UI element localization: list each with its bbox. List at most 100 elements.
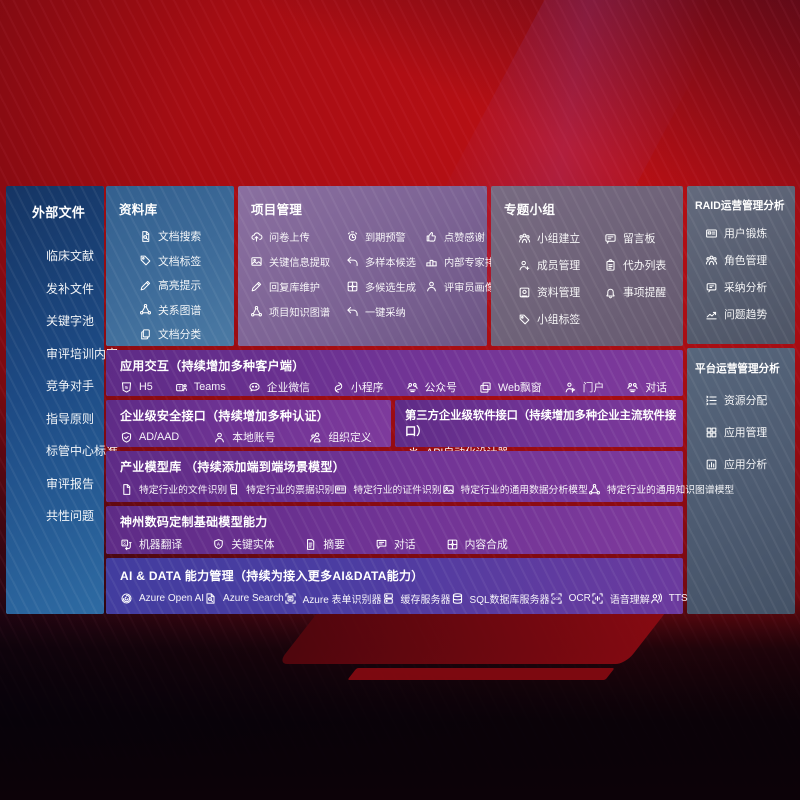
feature-item: 评审员画像 <box>425 279 505 294</box>
panel-topic-groups: 专题小组 小组建立 留言板 成员管理 <box>491 186 683 346</box>
feature-item: Azure Open AI <box>120 592 204 605</box>
feature-item: 摘要 <box>304 536 345 552</box>
digital-list: 文 机器翻译 A 关键实体 摘要 对话 <box>106 530 683 552</box>
ad-aad-shield-icon <box>121 431 132 443</box>
platform-list: 资源分配 应用管理 应用分析 <box>687 376 795 472</box>
material-manage-icon <box>519 287 530 297</box>
panel-title: 神州数码定制基础模型能力 <box>120 515 268 529</box>
feature-item: 采纳分析 <box>705 279 795 295</box>
feature-item: 应用分析 <box>705 456 795 472</box>
feature-item: 应用管理 <box>705 424 795 440</box>
panel-thirdparty-interface: 第三方企业级软件接口（持续增加多种企业主流软件接口） API自动化设计器 <box>395 400 683 459</box>
official-account-icon <box>406 382 418 392</box>
teams-icon: T <box>176 383 187 391</box>
panel-title: 外部文件 <box>32 205 86 220</box>
panel-repository: 资料库 文档搜索 文档标签 高亮提示 <box>106 186 234 346</box>
machine-translate-icon: 文 <box>121 539 132 550</box>
sql-database-icon <box>452 593 462 604</box>
feature-item: 特定行业的票据识别 <box>227 482 334 496</box>
app-analysis-icon <box>706 459 717 469</box>
list-item: 关键字池 <box>46 314 95 328</box>
feature-item: Azure 表单识别器 <box>284 591 382 606</box>
list-item: 指导原则 <box>46 411 95 426</box>
cache-server-icon <box>383 593 393 604</box>
reminder-bell-icon <box>606 288 615 298</box>
role-manage-icon <box>705 255 718 265</box>
panel-app-interaction: 应用交互（持续增加多种客户端） 5 H5 T Teams 企业微信 <box>106 350 683 396</box>
feature-item: 一键采纳 <box>346 304 425 319</box>
feature-item: 特定行业的文件识别 <box>120 482 227 496</box>
due-warning-icon <box>347 231 358 241</box>
svg-text:T: T <box>178 385 181 390</box>
feature-item: TTS <box>650 592 688 605</box>
speech-understand-icon <box>592 593 603 604</box>
group-list: 小组建立 留言板 成员管理 代办列表 <box>491 218 683 327</box>
feature-item: 问题趋势 <box>705 306 795 322</box>
summary-doc-icon <box>307 538 315 550</box>
feature-item: 小组建立 <box>518 230 604 246</box>
feature-item: 文档分类 <box>139 326 234 342</box>
dialog-icon <box>627 382 638 392</box>
local-account-icon <box>215 432 225 442</box>
org-define-icon <box>310 432 322 442</box>
feature-item: 公众号 <box>406 379 457 395</box>
group-tag-icon <box>519 314 530 324</box>
feature-item: 多样本候选 <box>346 254 425 269</box>
member-manage-icon <box>519 260 530 270</box>
feature-item: 企业微信 <box>248 379 310 395</box>
feature-item: T Teams <box>175 381 226 394</box>
multi-candidate-icon <box>347 281 358 292</box>
feature-item: 内容合成 <box>446 536 508 552</box>
feature-item: Azure Search <box>204 592 284 605</box>
knowledge-graph-icon <box>251 306 262 317</box>
wechat-work-icon <box>249 382 260 391</box>
feature-item: 文档搜索 <box>139 228 234 244</box>
feature-item: 关键信息提取 <box>250 254 346 269</box>
panel-ai-data-management: AI & DATA 能力管理（持续为接入更多AI&DATA能力） Azure O… <box>106 558 688 614</box>
todo-list-icon <box>606 258 615 271</box>
feature-item: 文 机器翻译 <box>120 536 182 552</box>
panel-raid-analysis: RAID运营管理分析 用户锻炼 角色管理 采纳分析 <box>687 186 795 344</box>
feature-item: 高亮提示 <box>139 277 234 293</box>
feature-item: AD/AAD <box>120 431 179 444</box>
message-board-icon <box>605 233 616 244</box>
feature-item: 门户 <box>564 379 604 395</box>
feature-item: 对话 <box>626 379 667 395</box>
receipt-recognize-icon <box>230 483 238 495</box>
svg-text:文: 文 <box>123 539 127 545</box>
dialog-chat-icon <box>376 539 387 549</box>
adoption-analysis-icon <box>706 282 717 292</box>
feature-item: 多候选生成 <box>346 279 425 294</box>
aidata-list: Azure Open AI Azure Search Azure 表单识别器 缓… <box>106 584 688 606</box>
project-list: 问卷上传 到期预警 点赞感谢 关键信息提取 <box>238 218 505 319</box>
feature-item: 小程序 <box>332 379 383 395</box>
background-red-bar <box>347 668 615 680</box>
azure-form-icon <box>285 593 296 604</box>
feature-item: A 关键实体 <box>212 536 274 552</box>
feature-item: 到期预警 <box>346 229 425 244</box>
feature-item: 事项提醒 <box>604 284 683 300</box>
panel-digital-base-models: 神州数码定制基础模型能力 文 机器翻译 A 关键实体 摘要 <box>106 506 683 554</box>
panel-title: 资料库 <box>119 203 158 217</box>
panel-title: 平台运营管理分析 <box>695 363 780 375</box>
feature-item: 语音理解 <box>591 591 650 606</box>
feature-item: 缓存服务器 <box>382 591 451 606</box>
interaction-list: 5 H5 T Teams 企业微信 小程序 <box>106 374 683 395</box>
panel-title: 应用交互（持续增加多种客户端） <box>120 359 305 373</box>
feature-item: 资源分配 <box>705 392 795 408</box>
feature-item: 文档标签 <box>139 253 234 269</box>
feature-item: Web飘窗 <box>479 379 542 395</box>
list-item: 发补文件 <box>46 281 95 296</box>
ocr-icon: OCR <box>550 593 562 604</box>
feature-item: SQL数据库服务器 <box>451 591 550 606</box>
list-item: 标管中心标准 <box>46 444 119 458</box>
file-recognize-icon <box>123 483 131 495</box>
feature-item: 角色管理 <box>705 252 795 268</box>
thumbs-up-icon <box>426 231 436 242</box>
svg-text:OCR: OCR <box>552 597 561 601</box>
feature-item: 资料管理 <box>518 284 604 300</box>
panel-title: 企业级安全接口（持续增加多种认证） <box>120 409 330 423</box>
resource-alloc-icon <box>706 395 717 405</box>
reply-maintain-icon <box>251 281 262 292</box>
